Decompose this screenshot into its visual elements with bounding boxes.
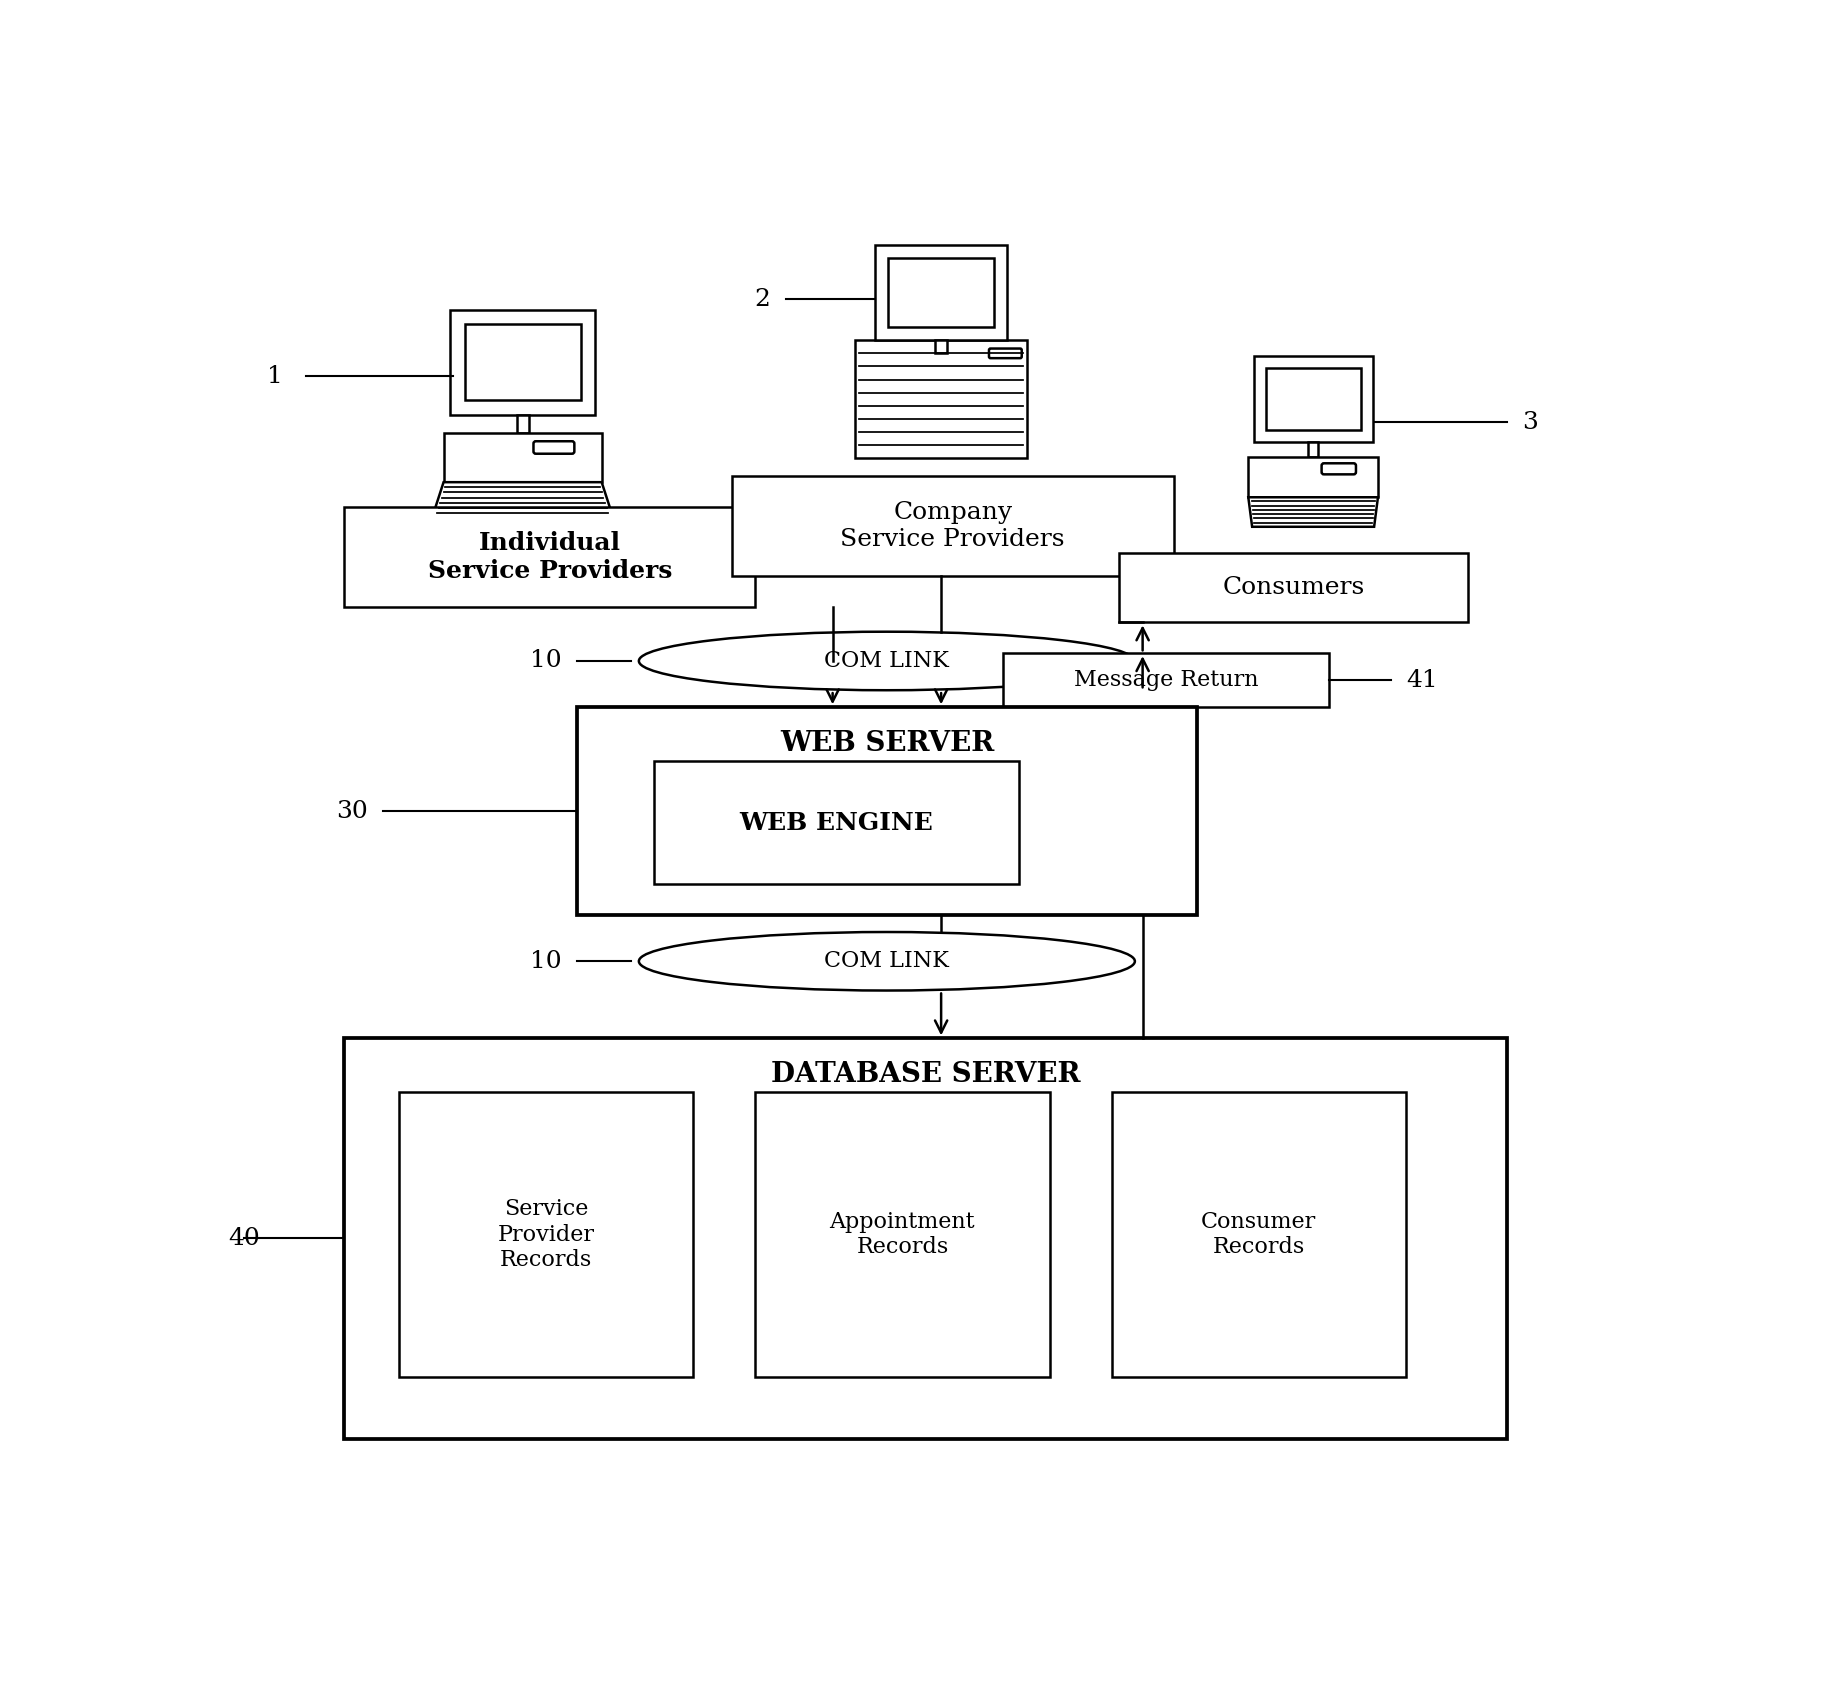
Bar	[1248, 456, 1378, 497]
FancyBboxPatch shape	[1321, 463, 1356, 475]
Text: COM LINK: COM LINK	[825, 651, 949, 673]
Bar	[345, 507, 756, 606]
Bar	[577, 707, 1197, 915]
Bar	[398, 1092, 694, 1378]
Bar	[876, 245, 1007, 341]
Text: 40: 40	[228, 1226, 259, 1250]
Text: 41: 41	[1405, 669, 1438, 691]
Text: Consumer
Records: Consumer Records	[1201, 1211, 1316, 1259]
Bar	[889, 259, 995, 327]
Text: 30: 30	[336, 800, 367, 823]
Text: Company
Service Providers: Company Service Providers	[841, 501, 1066, 552]
Polygon shape	[1248, 497, 1378, 526]
Bar	[856, 341, 1027, 458]
Bar	[756, 1092, 1049, 1378]
Bar	[1119, 553, 1467, 623]
Bar	[516, 416, 529, 433]
Text: Appointment
Records: Appointment Records	[830, 1211, 975, 1259]
Bar	[1254, 356, 1372, 443]
Text: 2: 2	[756, 288, 770, 310]
Bar	[732, 477, 1173, 576]
Bar	[1309, 443, 1318, 456]
Text: 3: 3	[1522, 410, 1538, 434]
Text: Message Return: Message Return	[1073, 669, 1257, 691]
Bar	[655, 761, 1018, 884]
Text: WEB ENGINE: WEB ENGINE	[739, 811, 933, 834]
Ellipse shape	[639, 932, 1135, 991]
Text: WEB SERVER: WEB SERVER	[779, 731, 995, 758]
Polygon shape	[433, 482, 613, 518]
FancyBboxPatch shape	[533, 441, 575, 453]
Bar	[465, 325, 580, 400]
Bar	[1111, 1092, 1405, 1378]
Text: Service
Provider
Records: Service Provider Records	[498, 1199, 595, 1270]
Bar	[345, 1039, 1507, 1439]
Text: 10: 10	[529, 950, 562, 972]
Bar	[1004, 654, 1329, 707]
Bar	[451, 310, 595, 416]
Bar	[443, 433, 602, 482]
Bar	[1265, 368, 1361, 431]
Bar	[934, 341, 947, 353]
Ellipse shape	[639, 632, 1135, 690]
Text: COM LINK: COM LINK	[825, 950, 949, 972]
Text: Individual
Service Providers: Individual Service Providers	[427, 531, 672, 582]
Text: 10: 10	[529, 649, 562, 673]
FancyBboxPatch shape	[989, 349, 1022, 358]
Text: 1: 1	[266, 364, 283, 388]
Text: DATABASE SERVER: DATABASE SERVER	[770, 1061, 1080, 1088]
Text: Consumers: Consumers	[1223, 576, 1365, 599]
